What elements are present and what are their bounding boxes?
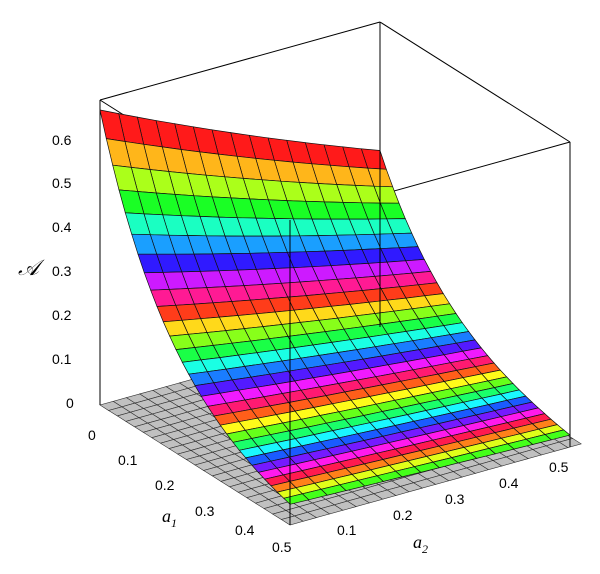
z-tick-label: 0 [66,395,74,411]
a1-tick-label: 0.1 [118,452,138,468]
box-edge [379,21,571,143]
a2-tick-label: 0.3 [445,491,465,507]
a1-axis-ticks: 0 0.1 0.2 0.3 0.4 0.5 [88,427,292,555]
z-tick-label: 0.1 [52,351,72,367]
a1-axis-subscript: 1 [171,516,177,530]
box-edge [99,21,381,101]
a2-tick-label: 0.2 [393,507,413,523]
a1-tick-label: 0 [88,427,96,443]
z-tick-label: 0.6 [52,132,72,148]
z-tick-label: 0.5 [52,175,72,191]
a2-axis-subscript: 2 [422,542,428,556]
z-tick-label: 0.2 [52,307,72,323]
a2-tick-label: 0.4 [499,475,519,491]
z-axis-ticks: 0.6 0.5 0.4 0.3 0.2 0.1 0 [52,132,74,411]
z-axis-label: 𝒜 [18,255,45,280]
a1-tick-label: 0.3 [195,503,215,519]
a1-tick-label: 0.5 [272,539,292,555]
a1-tick-label: 0.2 [155,477,175,493]
a1-axis-label: a1 [162,506,177,530]
z-tick-label: 0.4 [52,219,72,235]
a2-tick-label: 0.1 [337,522,357,538]
a2-tick-label: 0.5 [549,459,569,475]
a2-axis-label: a2 [413,532,428,556]
a2-axis-ticks: 0.1 0.2 0.3 0.4 0.5 [337,459,569,538]
bounding-box-front [289,22,571,525]
z-tick-label: 0.3 [52,263,72,279]
a1-tick-label: 0.4 [235,522,255,538]
surface-mesh [99,109,571,505]
